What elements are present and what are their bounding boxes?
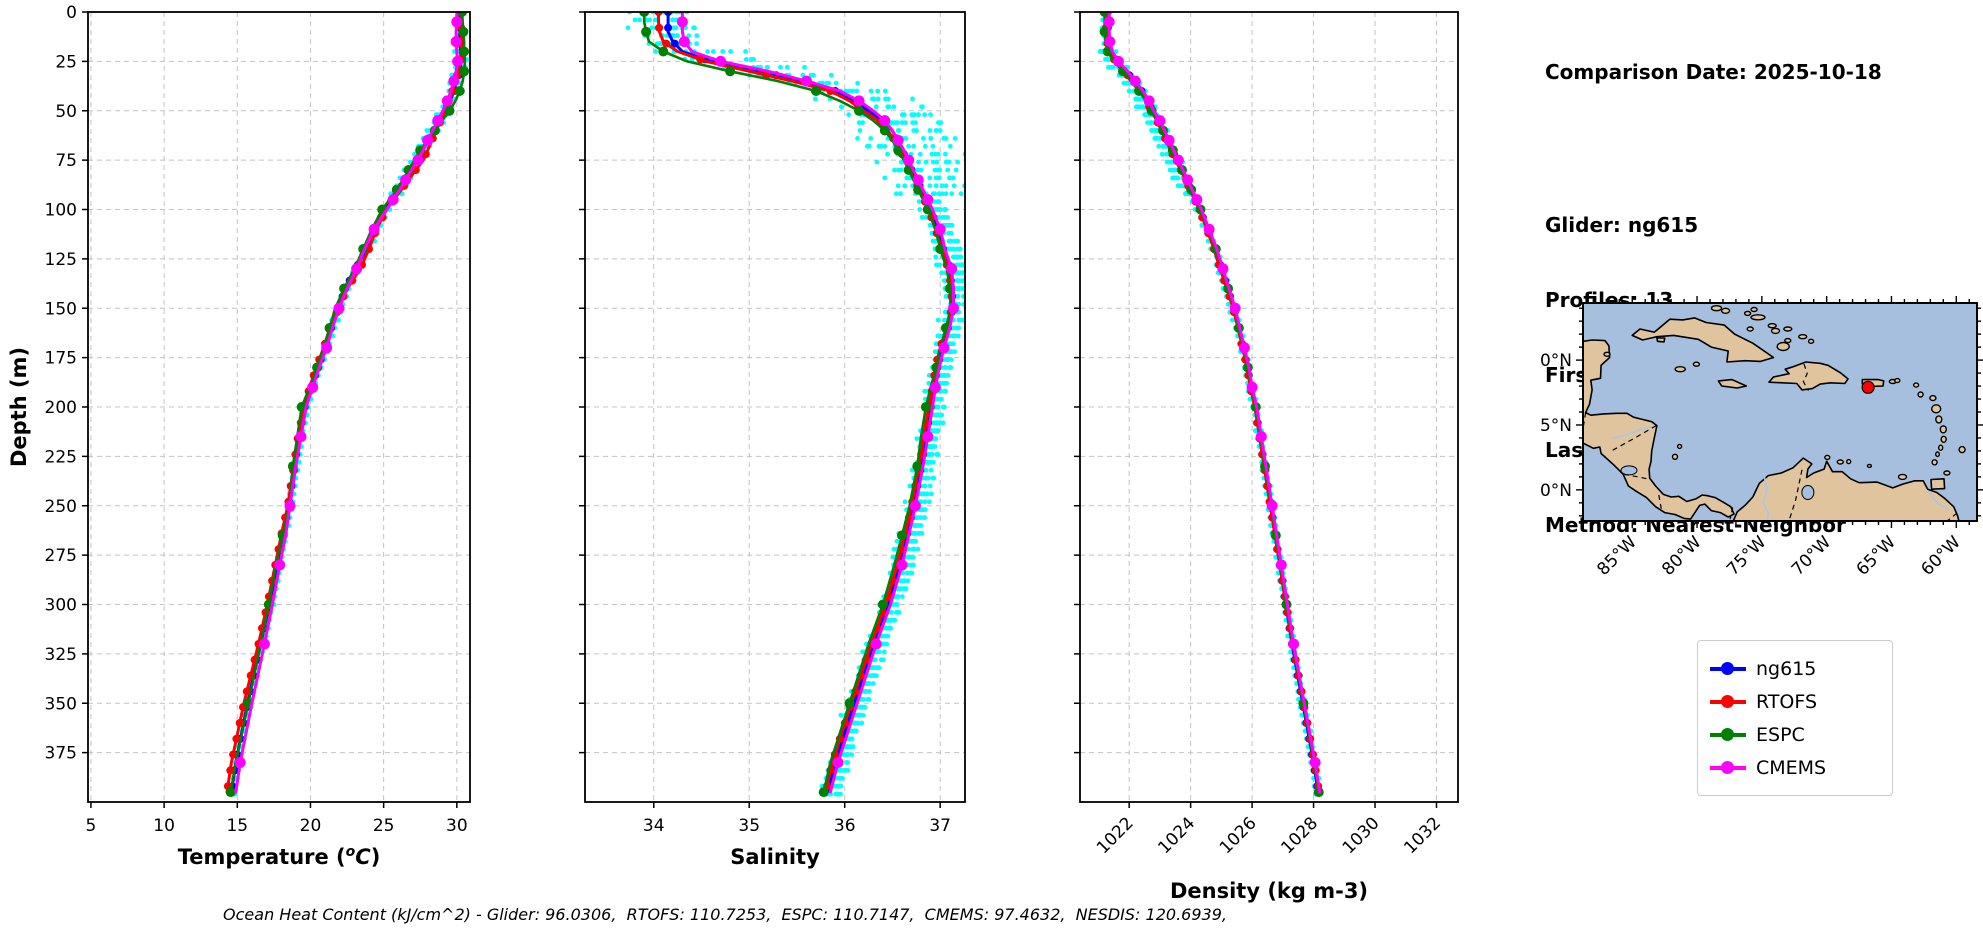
axis-labels-temperature: Temperature (oC) Depth (m) [7,347,380,869]
svg-text:125: 125 [45,250,77,270]
svg-text:15°N: 15°N [1540,416,1572,436]
series-espc-salinity [639,12,955,798]
svg-text:10°N: 10°N [1540,481,1572,501]
svg-text:5: 5 [86,816,97,836]
legend-label-rtofs: RTOFS [1756,690,1818,713]
svg-text:1030: 1030 [1339,813,1384,858]
ticks-density [1074,11,1438,808]
svg-text:375: 375 [45,744,77,764]
svg-text:300: 300 [45,596,77,616]
svg-text:175: 175 [45,349,77,369]
svg-text:1026: 1026 [1216,813,1261,858]
tick-labels-density: 1022 1024 1026 1028 1030 1032 [1093,813,1445,858]
svg-text:275: 275 [45,546,77,566]
series-cmems-temperature [234,12,464,794]
legend-label-espc: ESPC [1756,723,1805,746]
yaxis-label-depth: Depth (m) [7,347,31,467]
svg-text:10: 10 [153,816,175,836]
series-espc-temperature [225,12,470,798]
svg-text:70°W: 70°W [1788,532,1835,579]
xaxis-label-density: Density (kg m-3) [1170,879,1368,903]
series-ng615-density [1103,12,1322,794]
legend-swatch-cmems [1710,751,1746,784]
svg-text:350: 350 [45,694,77,714]
svg-text:325: 325 [45,645,77,665]
svg-text:50: 50 [55,102,77,122]
comparison-date-text: Comparison Date: 2025-10-18 [1545,60,1882,84]
grid-salinity [585,11,965,802]
map-ticks [1576,296,1983,528]
svg-text:100: 100 [45,201,77,221]
svg-text:1028: 1028 [1277,813,1322,858]
salinity-profile-chart: 34 35 36 37 Salinity [579,11,966,869]
series-rtofs-density [1102,12,1323,794]
series-cmems-density [1103,12,1322,794]
svg-text:85°W: 85°W [1593,532,1640,579]
legend-label-cmems: CMEMS [1756,756,1827,779]
legend-item-rtofs: RTOFS [1710,685,1878,718]
svg-text:75°W: 75°W [1723,532,1770,579]
xaxis-label-temperature: Temperature (oC) [178,844,381,869]
svg-text:15: 15 [226,816,248,836]
legend-item-cmems: CMEMS [1710,751,1878,784]
axis-labels-density: Density (kg m-3) [1170,879,1368,903]
raw-scatter-density [1097,12,1323,797]
series-cmems-salinity [676,12,959,794]
svg-text:150: 150 [45,299,77,319]
ohc-footer-text: Ocean Heat Content (kJ/cm^2) - Glider: 9… [223,905,1227,924]
ticks-salinity [579,11,941,808]
legend-item-ng615: ng615 [1710,652,1878,685]
axis-labels-salinity: Salinity [730,845,820,869]
svg-text:80°W: 80°W [1658,532,1705,579]
legend-item-espc: ESPC [1710,718,1878,751]
svg-text:250: 250 [45,497,77,517]
svg-text:20°N: 20°N [1540,351,1572,371]
series-rtofs-temperature [223,12,466,794]
svg-text:60°W: 60°W [1917,532,1964,579]
glider-position-marker [1861,380,1875,394]
svg-text:35: 35 [738,816,760,836]
tick-labels-salinity: 34 35 36 37 [643,816,951,836]
series-espc-density [1099,12,1324,798]
density-profile-chart: 1022 1024 1026 1028 1030 1032 Density (kg m-3) [1074,11,1459,903]
grid-density [1080,11,1458,802]
legend: ng615 RTOFS ESPC CMEMS [1697,640,1893,796]
legend-swatch-ng615 [1710,652,1746,685]
tick-labels-temperature: 5 10 15 20 25 3002550751001251501752002252502… [45,3,468,836]
svg-text:65°W: 65°W [1853,532,1900,579]
svg-text:200: 200 [45,398,77,418]
legend-swatch-espc [1710,718,1746,751]
svg-text:1024: 1024 [1154,813,1199,858]
map-inset: 85°W 80°W 75°W 70°W 65°W 60°W 20°N 15°N 10°N [1529,243,1983,663]
svg-text:25: 25 [55,52,77,72]
svg-text:25: 25 [373,816,395,836]
svg-text:30: 30 [446,816,468,836]
temperature-profile-chart: 5 10 15 20 25 3002550751001251501752002252502… [7,3,471,869]
svg-text:36: 36 [834,816,856,836]
svg-text:20: 20 [300,816,322,836]
svg-text:34: 34 [643,816,665,836]
legend-label-ng615: ng615 [1756,657,1817,680]
svg-text:1022: 1022 [1093,813,1138,858]
svg-text:225: 225 [45,447,77,467]
series-rtofs-salinity [654,12,956,794]
ticks-temperature [82,11,458,808]
legend-swatch-rtofs [1710,685,1746,718]
glider-name-text: Glider: ng615 [1545,213,1699,237]
svg-text:0: 0 [66,3,77,23]
xaxis-label-salinity: Salinity [730,845,820,869]
svg-text:75: 75 [55,151,77,171]
caribbean-map: 85°W 80°W 75°W 70°W 65°W 60°W 20°N 15°N 10°N [1529,296,1983,580]
svg-text:1032: 1032 [1400,813,1445,858]
grid-temperature [88,11,470,802]
series-ng615-temperature [228,12,466,794]
svg-text:37: 37 [929,816,951,836]
series-ng615-salinity [664,12,956,794]
